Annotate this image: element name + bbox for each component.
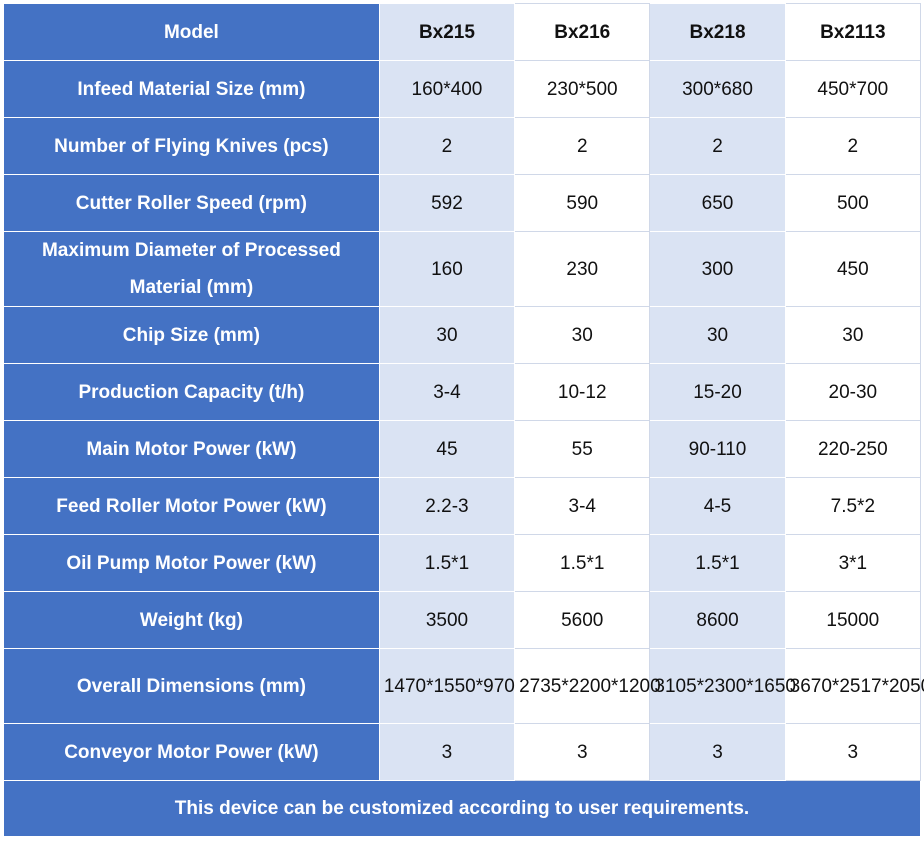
- table-cell: 3670*2517*2050: [784, 648, 924, 724]
- table-cell: 1.5*1: [514, 534, 651, 592]
- table-cell: 450*700: [784, 60, 922, 118]
- table-row: Overall Dimensions (mm) 1470*1550*970 27…: [3, 648, 924, 724]
- table-cell: 220-250: [784, 420, 922, 478]
- table-cell: 230: [514, 231, 651, 307]
- table-cell: 160: [378, 231, 516, 307]
- table-row: Number of Flying Knives (pcs) 2 2 2 2: [3, 117, 922, 175]
- table-cell: 30: [378, 306, 516, 364]
- model-header: Bx2113: [784, 3, 922, 61]
- table-cell: 2: [784, 117, 922, 175]
- table-cell: 2.2-3: [378, 477, 516, 535]
- row-label: Chip Size (mm): [3, 306, 380, 364]
- footer-note: This device can be customized according …: [3, 780, 921, 837]
- table-row: Conveyor Motor Power (kW) 3 3 3 3: [3, 723, 922, 781]
- header-label: Model: [3, 3, 380, 61]
- row-label: Main Motor Power (kW): [3, 420, 380, 478]
- table-cell: 30: [514, 306, 651, 364]
- row-label: Conveyor Motor Power (kW): [3, 723, 380, 781]
- table-cell: 1.5*1: [378, 534, 516, 592]
- footer-row: This device can be customized according …: [3, 780, 921, 837]
- table-row: Oil Pump Motor Power (kW) 1.5*1 1.5*1 1.…: [3, 534, 922, 592]
- table-cell: 90-110: [649, 420, 786, 478]
- table-cell: 10-12: [514, 363, 651, 421]
- table-cell: 3-4: [378, 363, 516, 421]
- table-row: Cutter Roller Speed (rpm) 592 590 650 50…: [3, 174, 922, 232]
- row-label: Production Capacity (t/h): [3, 363, 380, 421]
- model-header: Bx218: [649, 3, 786, 61]
- table-cell: 30: [649, 306, 786, 364]
- table-cell: 230*500: [514, 60, 651, 118]
- table-cell: 2: [514, 117, 651, 175]
- table-cell: 7.5*2: [784, 477, 922, 535]
- row-label: Cutter Roller Speed (rpm): [3, 174, 380, 232]
- row-label: Oil Pump Motor Power (kW): [3, 534, 380, 592]
- table-cell: 3: [514, 723, 651, 781]
- table-cell: 160*400: [378, 60, 516, 118]
- table-cell: 3105*2300*1650: [649, 648, 796, 724]
- table-cell: 20-30: [784, 363, 922, 421]
- row-label: Weight (kg): [3, 591, 380, 649]
- table-cell: 592: [378, 174, 516, 232]
- table-cell: 3: [649, 723, 786, 781]
- table-cell: 5600: [514, 591, 651, 649]
- table-cell: 8600: [649, 591, 786, 649]
- table-cell: 1.5*1: [649, 534, 786, 592]
- row-label: Number of Flying Knives (pcs): [3, 117, 380, 175]
- table-cell: 300*680: [649, 60, 786, 118]
- table-cell: 500: [784, 174, 922, 232]
- table-row: Infeed Material Size (mm) 160*400 230*50…: [3, 60, 922, 118]
- spec-table: Model Bx215 Bx216 Bx218 Bx2113 Infeed Ma…: [3, 3, 924, 837]
- row-label: Overall Dimensions (mm): [3, 648, 380, 724]
- table-cell: 2: [378, 117, 516, 175]
- table-row: Feed Roller Motor Power (kW) 2.2-3 3-4 4…: [3, 477, 922, 535]
- row-label: Feed Roller Motor Power (kW): [3, 477, 380, 535]
- table-cell: 3: [784, 723, 922, 781]
- table-cell: 650: [649, 174, 786, 232]
- table-cell: 2735*2200*1200: [514, 648, 661, 724]
- table-row: Production Capacity (t/h) 3-4 10-12 15-2…: [3, 363, 922, 421]
- row-label: Infeed Material Size (mm): [3, 60, 380, 118]
- table-cell: 45: [378, 420, 516, 478]
- table-cell: 30: [784, 306, 922, 364]
- model-header: Bx216: [514, 3, 651, 61]
- row-label: Maximum Diameter of Processed Material (…: [3, 231, 380, 307]
- table-row: Main Motor Power (kW) 45 55 90-110 220-2…: [3, 420, 922, 478]
- table-cell: 4-5: [649, 477, 786, 535]
- model-header: Bx215: [378, 3, 516, 61]
- table-cell: 55: [514, 420, 651, 478]
- table-cell: 3: [378, 723, 516, 781]
- header-row: Model Bx215 Bx216 Bx218 Bx2113: [3, 3, 922, 61]
- table-row: Maximum Diameter of Processed Material (…: [3, 231, 922, 307]
- table-cell: 2: [649, 117, 786, 175]
- table-row: Weight (kg) 3500 5600 8600 15000: [3, 591, 922, 649]
- table-cell: 3500: [378, 591, 516, 649]
- table-cell: 1470*1550*970: [378, 648, 516, 724]
- table-cell: 15000: [784, 591, 922, 649]
- table-row: Chip Size (mm) 30 30 30 30: [3, 306, 922, 364]
- table-cell: 3*1: [784, 534, 922, 592]
- table-cell: 590: [514, 174, 651, 232]
- table-cell: 300: [649, 231, 786, 307]
- table-cell: 15-20: [649, 363, 786, 421]
- table-cell: 3-4: [514, 477, 651, 535]
- table-cell: 450: [784, 231, 922, 307]
